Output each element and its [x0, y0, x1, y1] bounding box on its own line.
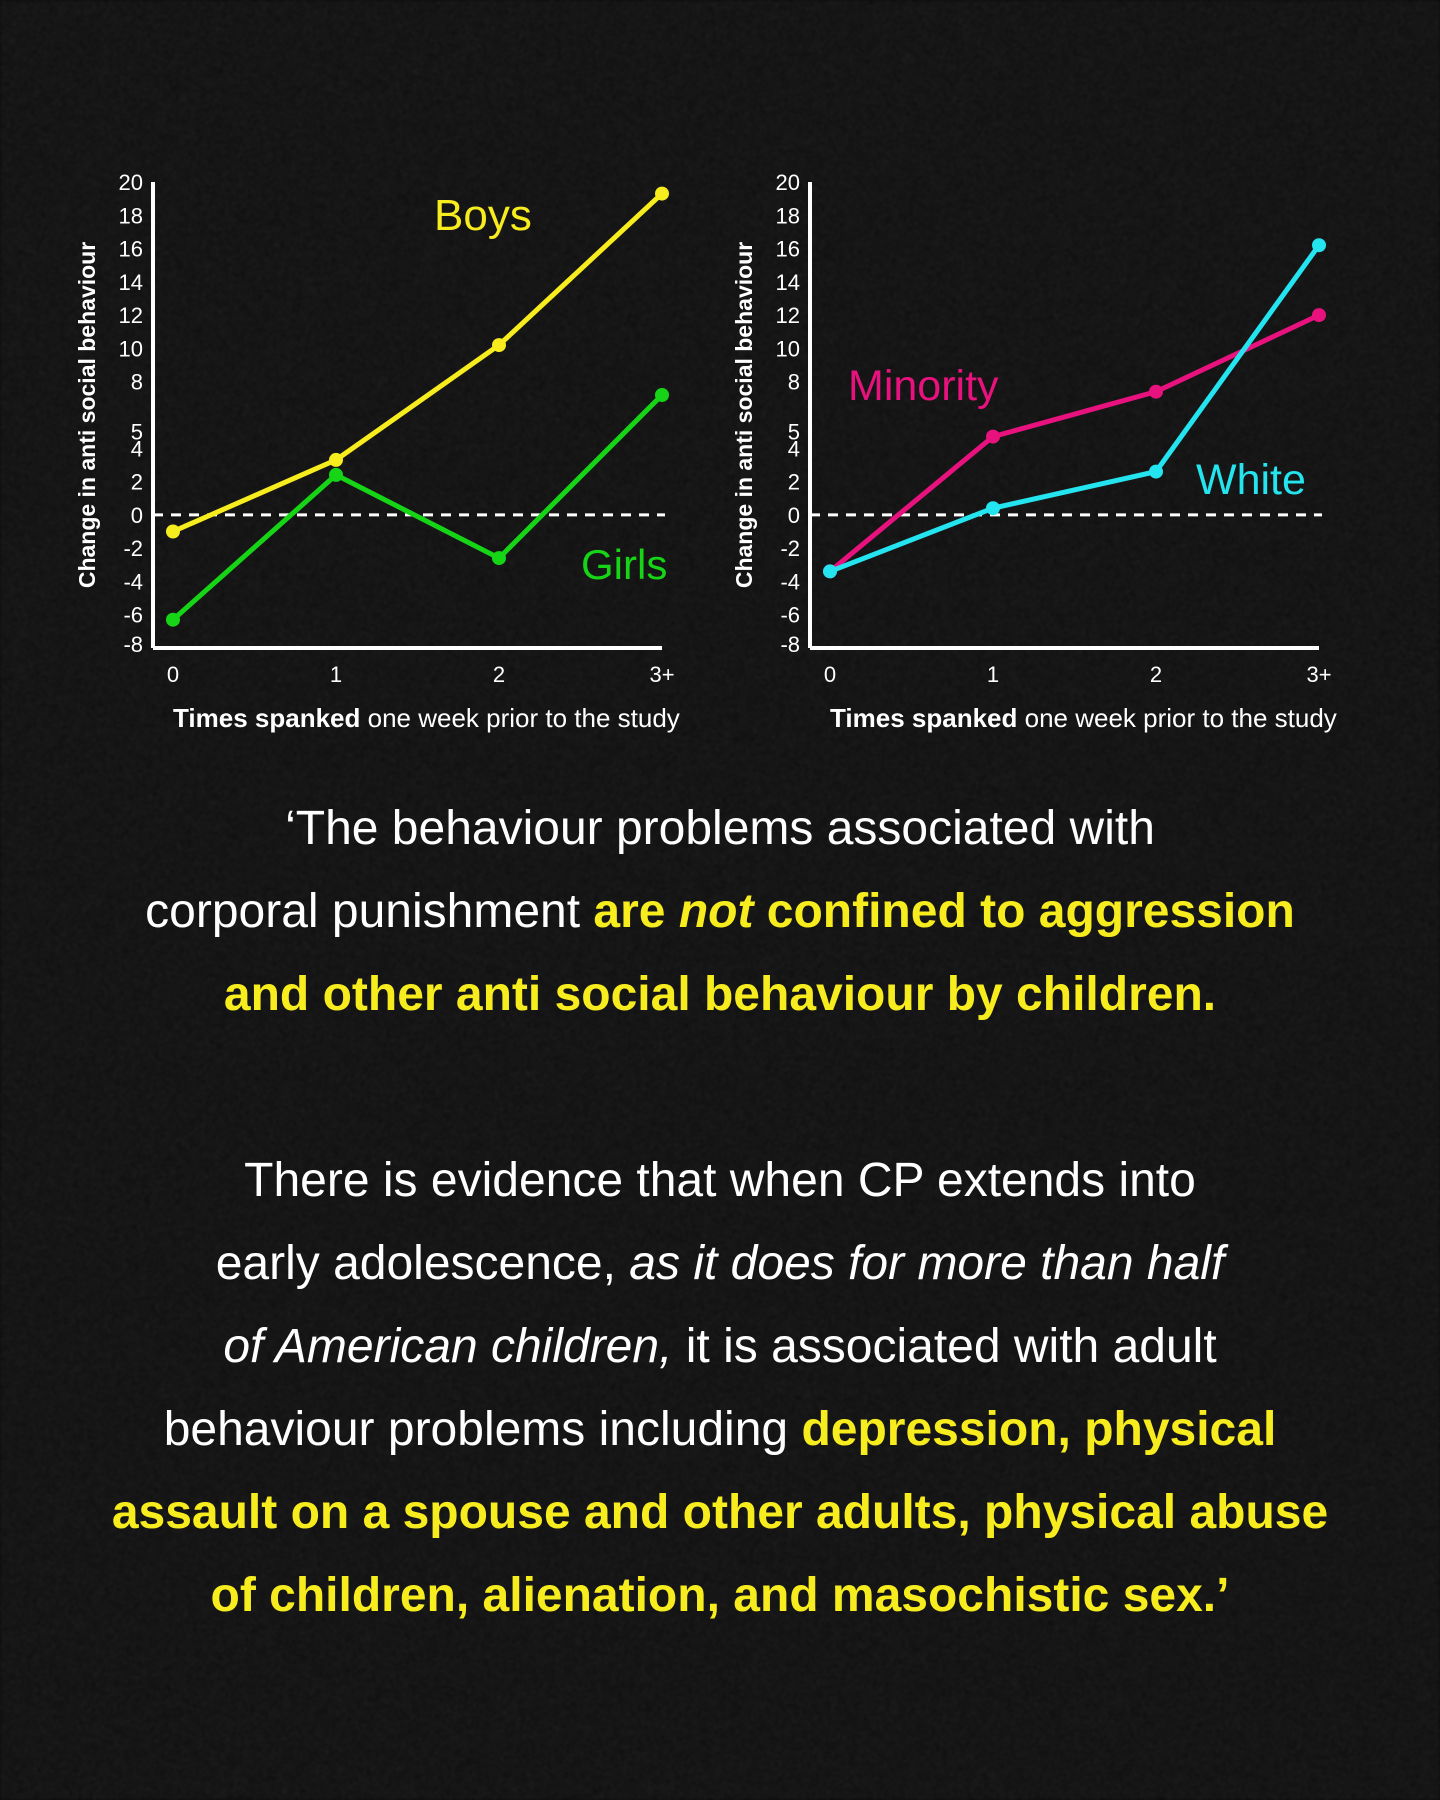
- svg-text:-8: -8: [123, 632, 143, 657]
- svg-text:12: 12: [776, 303, 800, 328]
- svg-text:-2: -2: [123, 536, 143, 561]
- svg-text:-4: -4: [123, 569, 143, 594]
- svg-text:0: 0: [788, 503, 800, 528]
- svg-text:Change in anti social behaviou: Change in anti social behaviour: [74, 242, 100, 588]
- svg-text:16: 16: [119, 237, 143, 262]
- svg-text:Minority: Minority: [848, 362, 999, 410]
- svg-text:10: 10: [119, 336, 143, 361]
- svg-text:-2: -2: [780, 536, 800, 561]
- svg-text:3+: 3+: [1306, 662, 1331, 687]
- svg-text:8: 8: [788, 370, 800, 395]
- svg-text:18: 18: [119, 203, 143, 228]
- svg-text:10: 10: [776, 336, 800, 361]
- svg-text:16: 16: [776, 237, 800, 262]
- svg-text:0: 0: [131, 503, 143, 528]
- svg-text:18: 18: [776, 203, 800, 228]
- svg-text:14: 14: [776, 270, 800, 295]
- svg-text:12: 12: [119, 303, 143, 328]
- svg-text:-4: -4: [780, 569, 800, 594]
- svg-text:0: 0: [824, 662, 836, 687]
- svg-text:Girls: Girls: [581, 541, 667, 588]
- svg-text:2: 2: [1150, 662, 1162, 687]
- svg-text:Boys: Boys: [434, 191, 532, 240]
- svg-text:1: 1: [987, 662, 999, 687]
- svg-text:4: 4: [131, 436, 143, 461]
- svg-text:1: 1: [330, 662, 342, 687]
- svg-text:14: 14: [119, 270, 143, 295]
- svg-text:2: 2: [493, 662, 505, 687]
- svg-text:-8: -8: [780, 632, 800, 657]
- svg-text:2: 2: [131, 470, 143, 495]
- svg-text:8: 8: [131, 370, 143, 395]
- svg-text:Change in anti social behaviou: Change in anti social behaviour: [731, 242, 757, 588]
- svg-text:Times spanked one week prior t: Times spanked one week prior to the stud…: [173, 703, 680, 733]
- svg-text:-6: -6: [123, 603, 143, 628]
- svg-text:3+: 3+: [649, 662, 674, 687]
- svg-text:20: 20: [776, 170, 800, 195]
- svg-text:0: 0: [167, 662, 179, 687]
- svg-text:4: 4: [788, 436, 800, 461]
- svg-text:2: 2: [788, 470, 800, 495]
- svg-text:Times spanked one week prior t: Times spanked one week prior to the stud…: [830, 703, 1337, 733]
- svg-text:-6: -6: [780, 603, 800, 628]
- svg-text:20: 20: [119, 170, 143, 195]
- svg-text:White: White: [1196, 456, 1306, 504]
